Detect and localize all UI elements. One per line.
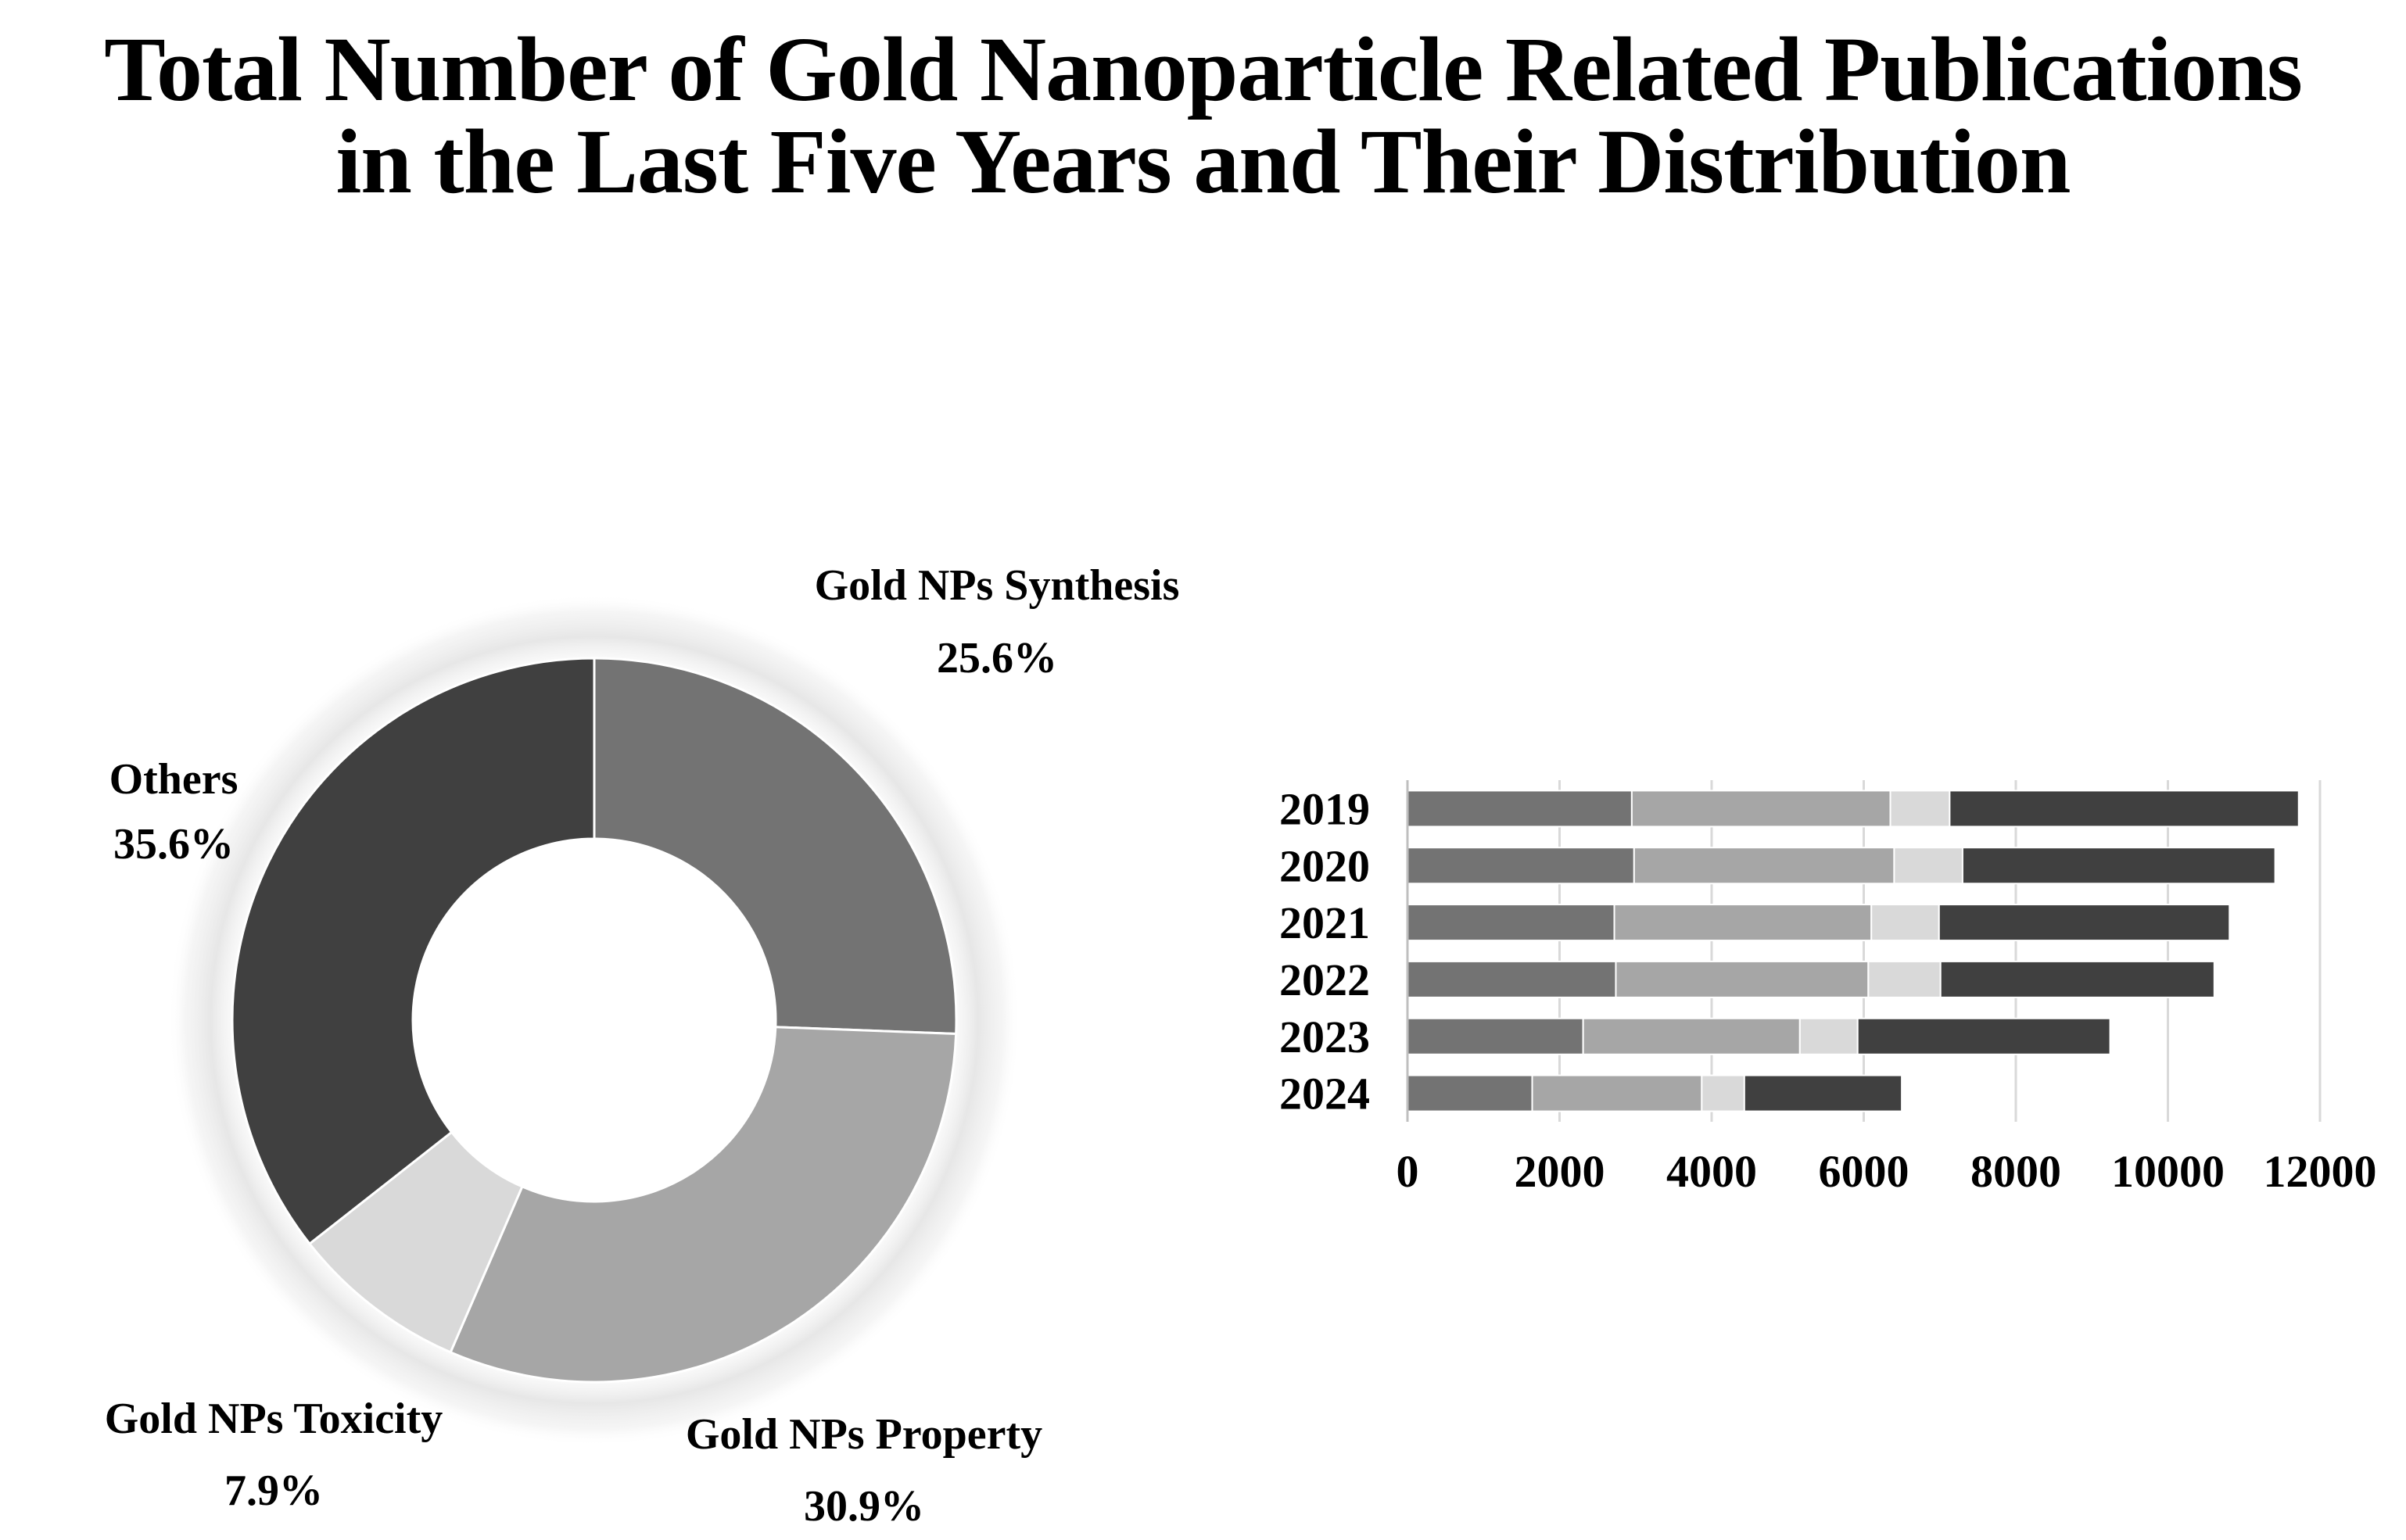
donut-label-others: Others	[109, 755, 238, 804]
x-tick-label-4000: 4000	[1666, 1146, 1757, 1197]
bar-2020-gold-nps-synthesis	[1407, 847, 1635, 885]
bar-2022-gold-nps-toxicity	[1867, 960, 1942, 998]
x-tick-label-2000: 2000	[1515, 1146, 1605, 1197]
stacked-bar-chart: 0 2000 4000 6000 8000 10000 12000 2019 2020 2021 2…	[1279, 780, 2377, 1197]
y-tick-label-2021: 2021	[1279, 897, 1370, 948]
bar-2021-others	[1938, 904, 2231, 942]
donut-slice-others	[231, 657, 596, 1246]
bar-2023-gold-nps-property	[1582, 1017, 1801, 1055]
x-tick-label-8000: 8000	[1970, 1146, 2061, 1197]
donut-label-gold-nps-property: Gold NPs Property	[686, 1410, 1042, 1459]
x-tick-label-10000: 10000	[2111, 1146, 2225, 1197]
donut-label-gold-nps-toxicity: Gold NPs Toxicity	[105, 1395, 443, 1443]
bar-2019-gold-nps-property	[1630, 790, 1891, 828]
bar-2019-gold-nps-toxicity	[1889, 790, 1951, 828]
chart-title-line-1: Total Number of Gold Nanoparticle Relate…	[104, 18, 2303, 120]
y-tick-label-2023: 2023	[1279, 1012, 1370, 1062]
x-tick-label-12000: 12000	[2264, 1146, 2377, 1197]
donut-chart: Gold NPs Synthesis 25.6% Gold NPs Property…	[105, 561, 1180, 1531]
y-tick-label-2022: 2022	[1279, 954, 1370, 1005]
bar-2023-others	[1856, 1017, 2111, 1055]
bar-2022-others	[1939, 960, 2215, 998]
bar-2022-gold-nps-property	[1615, 960, 1870, 998]
y-tick-label-2020: 2020	[1279, 840, 1370, 891]
donut-percent-gold-nps-synthesis: 25.6%	[937, 634, 1057, 682]
bar-2020-gold-nps-toxicity	[1893, 847, 1963, 885]
bar-2019-gold-nps-synthesis	[1407, 790, 1633, 828]
x-tick-label-0: 0	[1397, 1146, 1419, 1197]
bar-2024-others	[1743, 1074, 1903, 1112]
bar-2022-gold-nps-synthesis	[1407, 960, 1617, 998]
bar-2024-gold-nps-property	[1531, 1074, 1703, 1112]
y-tick-label-2019: 2019	[1279, 783, 1370, 834]
donut-percent-gold-nps-toxicity: 7.9%	[224, 1467, 323, 1515]
bar-2023-gold-nps-synthesis	[1407, 1017, 1584, 1055]
donut-percent-gold-nps-property: 30.9%	[804, 1482, 924, 1531]
y-tick-label-2024: 2024	[1279, 1069, 1370, 1119]
donut-percent-others: 35.6%	[113, 820, 234, 868]
bar-2021-gold-nps-toxicity	[1870, 904, 1940, 942]
bar-2021-gold-nps-synthesis	[1407, 904, 1615, 942]
bar-2019-others	[1949, 790, 2300, 828]
bar-2024-gold-nps-synthesis	[1407, 1074, 1533, 1112]
donut-label-gold-nps-synthesis: Gold NPs Synthesis	[815, 561, 1180, 610]
chart-title: Total Number of Gold Nanoparticle Relate…	[0, 23, 2406, 208]
donut-slice-gold-nps-synthesis	[593, 657, 958, 1036]
bar-2024-gold-nps-toxicity	[1701, 1074, 1745, 1112]
bar-2021-gold-nps-property	[1613, 904, 1873, 942]
x-tick-label-6000: 6000	[1819, 1146, 1909, 1197]
bar-2020-gold-nps-property	[1633, 847, 1895, 885]
bar-2020-others	[1961, 847, 2276, 885]
chart-title-line-2: in the Last Five Years and Their Distrib…	[335, 110, 2071, 213]
donut-slice-gold-nps-property	[449, 1026, 958, 1384]
bar-2023-gold-nps-toxicity	[1798, 1017, 1859, 1055]
